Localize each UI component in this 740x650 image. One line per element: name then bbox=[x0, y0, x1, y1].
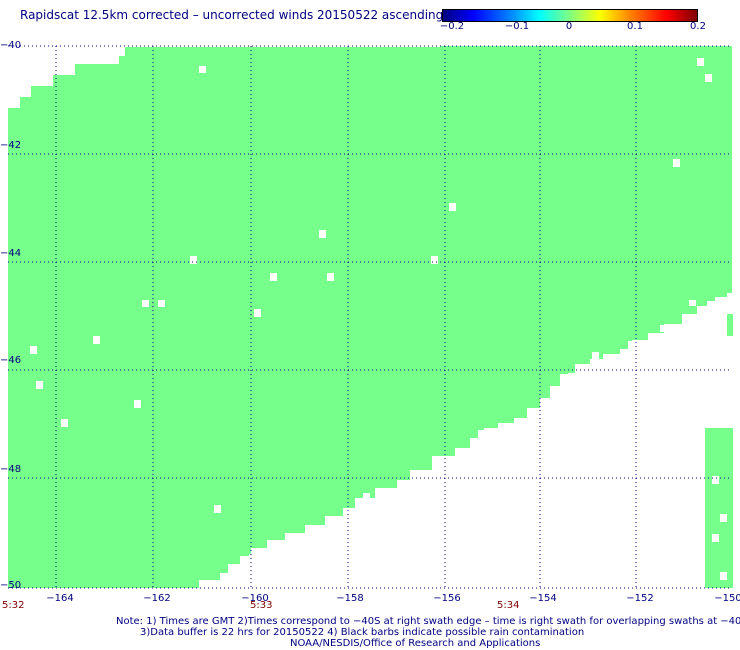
lon-label-160: −160 bbox=[241, 593, 269, 604]
colorbar bbox=[442, 9, 698, 22]
colorbar-label-pos02: 0.2 bbox=[690, 21, 706, 32]
lon-label-162: −162 bbox=[143, 593, 171, 604]
colorbar-label-neg01: −0.1 bbox=[504, 21, 530, 32]
swath-edge-strip bbox=[727, 314, 733, 336]
colorbar-label-zero: 0 bbox=[565, 21, 573, 32]
swath-main bbox=[8, 46, 732, 588]
lat-label-46: −46 bbox=[0, 355, 22, 366]
lat-grid bbox=[8, 45, 732, 589]
map-title: Rapidscat 12.5km corrected – uncorrected… bbox=[20, 8, 444, 22]
lon-label-150: −150 bbox=[714, 593, 740, 604]
time-label-0534: 5:34 bbox=[497, 600, 520, 611]
lat-label-50: −50 bbox=[0, 580, 22, 591]
colorbar-label-pos01: 0.1 bbox=[627, 21, 643, 32]
note-line-2: 3)Data buffer is 22 hrs for 20150522 4) … bbox=[140, 627, 585, 638]
lon-label-152: −152 bbox=[626, 593, 654, 604]
lat-label-42: −42 bbox=[0, 140, 22, 151]
missing-data-pixels bbox=[30, 58, 727, 580]
lon-label-154: −154 bbox=[529, 593, 557, 604]
lon-label-164: −164 bbox=[46, 593, 74, 604]
lat-label-48: −48 bbox=[0, 464, 22, 475]
time-label-0532: 5:32 bbox=[2, 600, 25, 611]
swath-right-strip bbox=[705, 428, 733, 588]
lat-label-40: −40 bbox=[0, 40, 22, 51]
note-line-1: Note: 1) Times are GMT 2)Times correspon… bbox=[116, 616, 740, 627]
colorbar-label-neg02: −0.2 bbox=[439, 21, 465, 32]
lon-label-158: −158 bbox=[336, 593, 364, 604]
lat-label-44: −44 bbox=[0, 248, 22, 259]
time-label-0533: 5:33 bbox=[250, 600, 273, 611]
lon-label-156: −156 bbox=[433, 593, 461, 604]
note-line-3: NOAA/NESDIS/Office of Research and Appli… bbox=[290, 638, 541, 649]
